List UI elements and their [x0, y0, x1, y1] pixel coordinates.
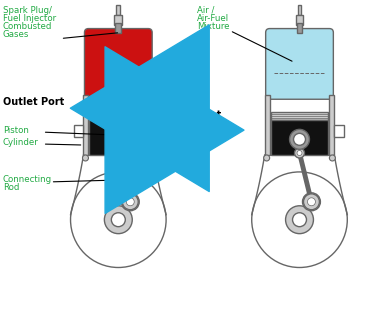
Circle shape — [113, 148, 123, 158]
Text: Gases: Gases — [3, 29, 29, 38]
Bar — [114, 15, 122, 24]
Bar — [73, 125, 84, 137]
Bar — [296, 15, 304, 24]
Text: Piston: Piston — [3, 126, 29, 135]
Circle shape — [116, 151, 121, 156]
Text: Fuel Injector: Fuel Injector — [3, 14, 56, 23]
Circle shape — [121, 193, 139, 211]
Circle shape — [252, 172, 347, 268]
Bar — [89, 112, 147, 120]
Bar — [89, 120, 147, 155]
Bar — [148, 95, 153, 155]
Bar — [271, 120, 328, 155]
Circle shape — [307, 197, 316, 206]
FancyBboxPatch shape — [266, 29, 333, 99]
Circle shape — [329, 155, 335, 161]
Circle shape — [293, 133, 306, 145]
Circle shape — [105, 206, 132, 234]
Circle shape — [112, 133, 124, 145]
Bar — [264, 95, 270, 155]
Circle shape — [307, 198, 315, 206]
Text: Air-Fuel: Air-Fuel — [197, 14, 229, 23]
Bar — [271, 112, 328, 120]
Circle shape — [293, 213, 307, 227]
Circle shape — [82, 155, 89, 161]
Circle shape — [71, 172, 166, 268]
Text: Air /: Air / — [197, 6, 214, 15]
Bar — [296, 23, 302, 33]
Bar — [84, 95, 89, 155]
Circle shape — [264, 155, 270, 161]
Circle shape — [126, 198, 134, 206]
Text: Inlet: Inlet — [196, 110, 221, 120]
Text: Spark Plug/: Spark Plug/ — [3, 6, 52, 15]
Text: Mixture: Mixture — [197, 22, 230, 31]
Bar — [334, 125, 344, 137]
Bar — [116, 5, 120, 15]
Circle shape — [148, 155, 154, 161]
Circle shape — [302, 193, 320, 211]
Text: Connecting: Connecting — [3, 175, 52, 184]
Circle shape — [285, 206, 314, 234]
Bar — [329, 95, 334, 155]
Circle shape — [122, 194, 138, 210]
Text: Combusted: Combusted — [3, 22, 52, 31]
Text: Cylinder: Cylinder — [3, 138, 39, 147]
Text: Outlet Port: Outlet Port — [3, 97, 64, 107]
Circle shape — [108, 129, 128, 149]
Circle shape — [304, 194, 320, 210]
Bar — [116, 23, 121, 33]
Circle shape — [297, 151, 302, 156]
Text: Rod: Rod — [3, 183, 19, 192]
Circle shape — [290, 129, 309, 149]
Circle shape — [126, 197, 135, 206]
FancyBboxPatch shape — [84, 29, 152, 99]
Circle shape — [294, 148, 304, 158]
Text: Port: Port — [196, 119, 219, 129]
Bar — [298, 5, 301, 15]
Circle shape — [111, 213, 125, 227]
